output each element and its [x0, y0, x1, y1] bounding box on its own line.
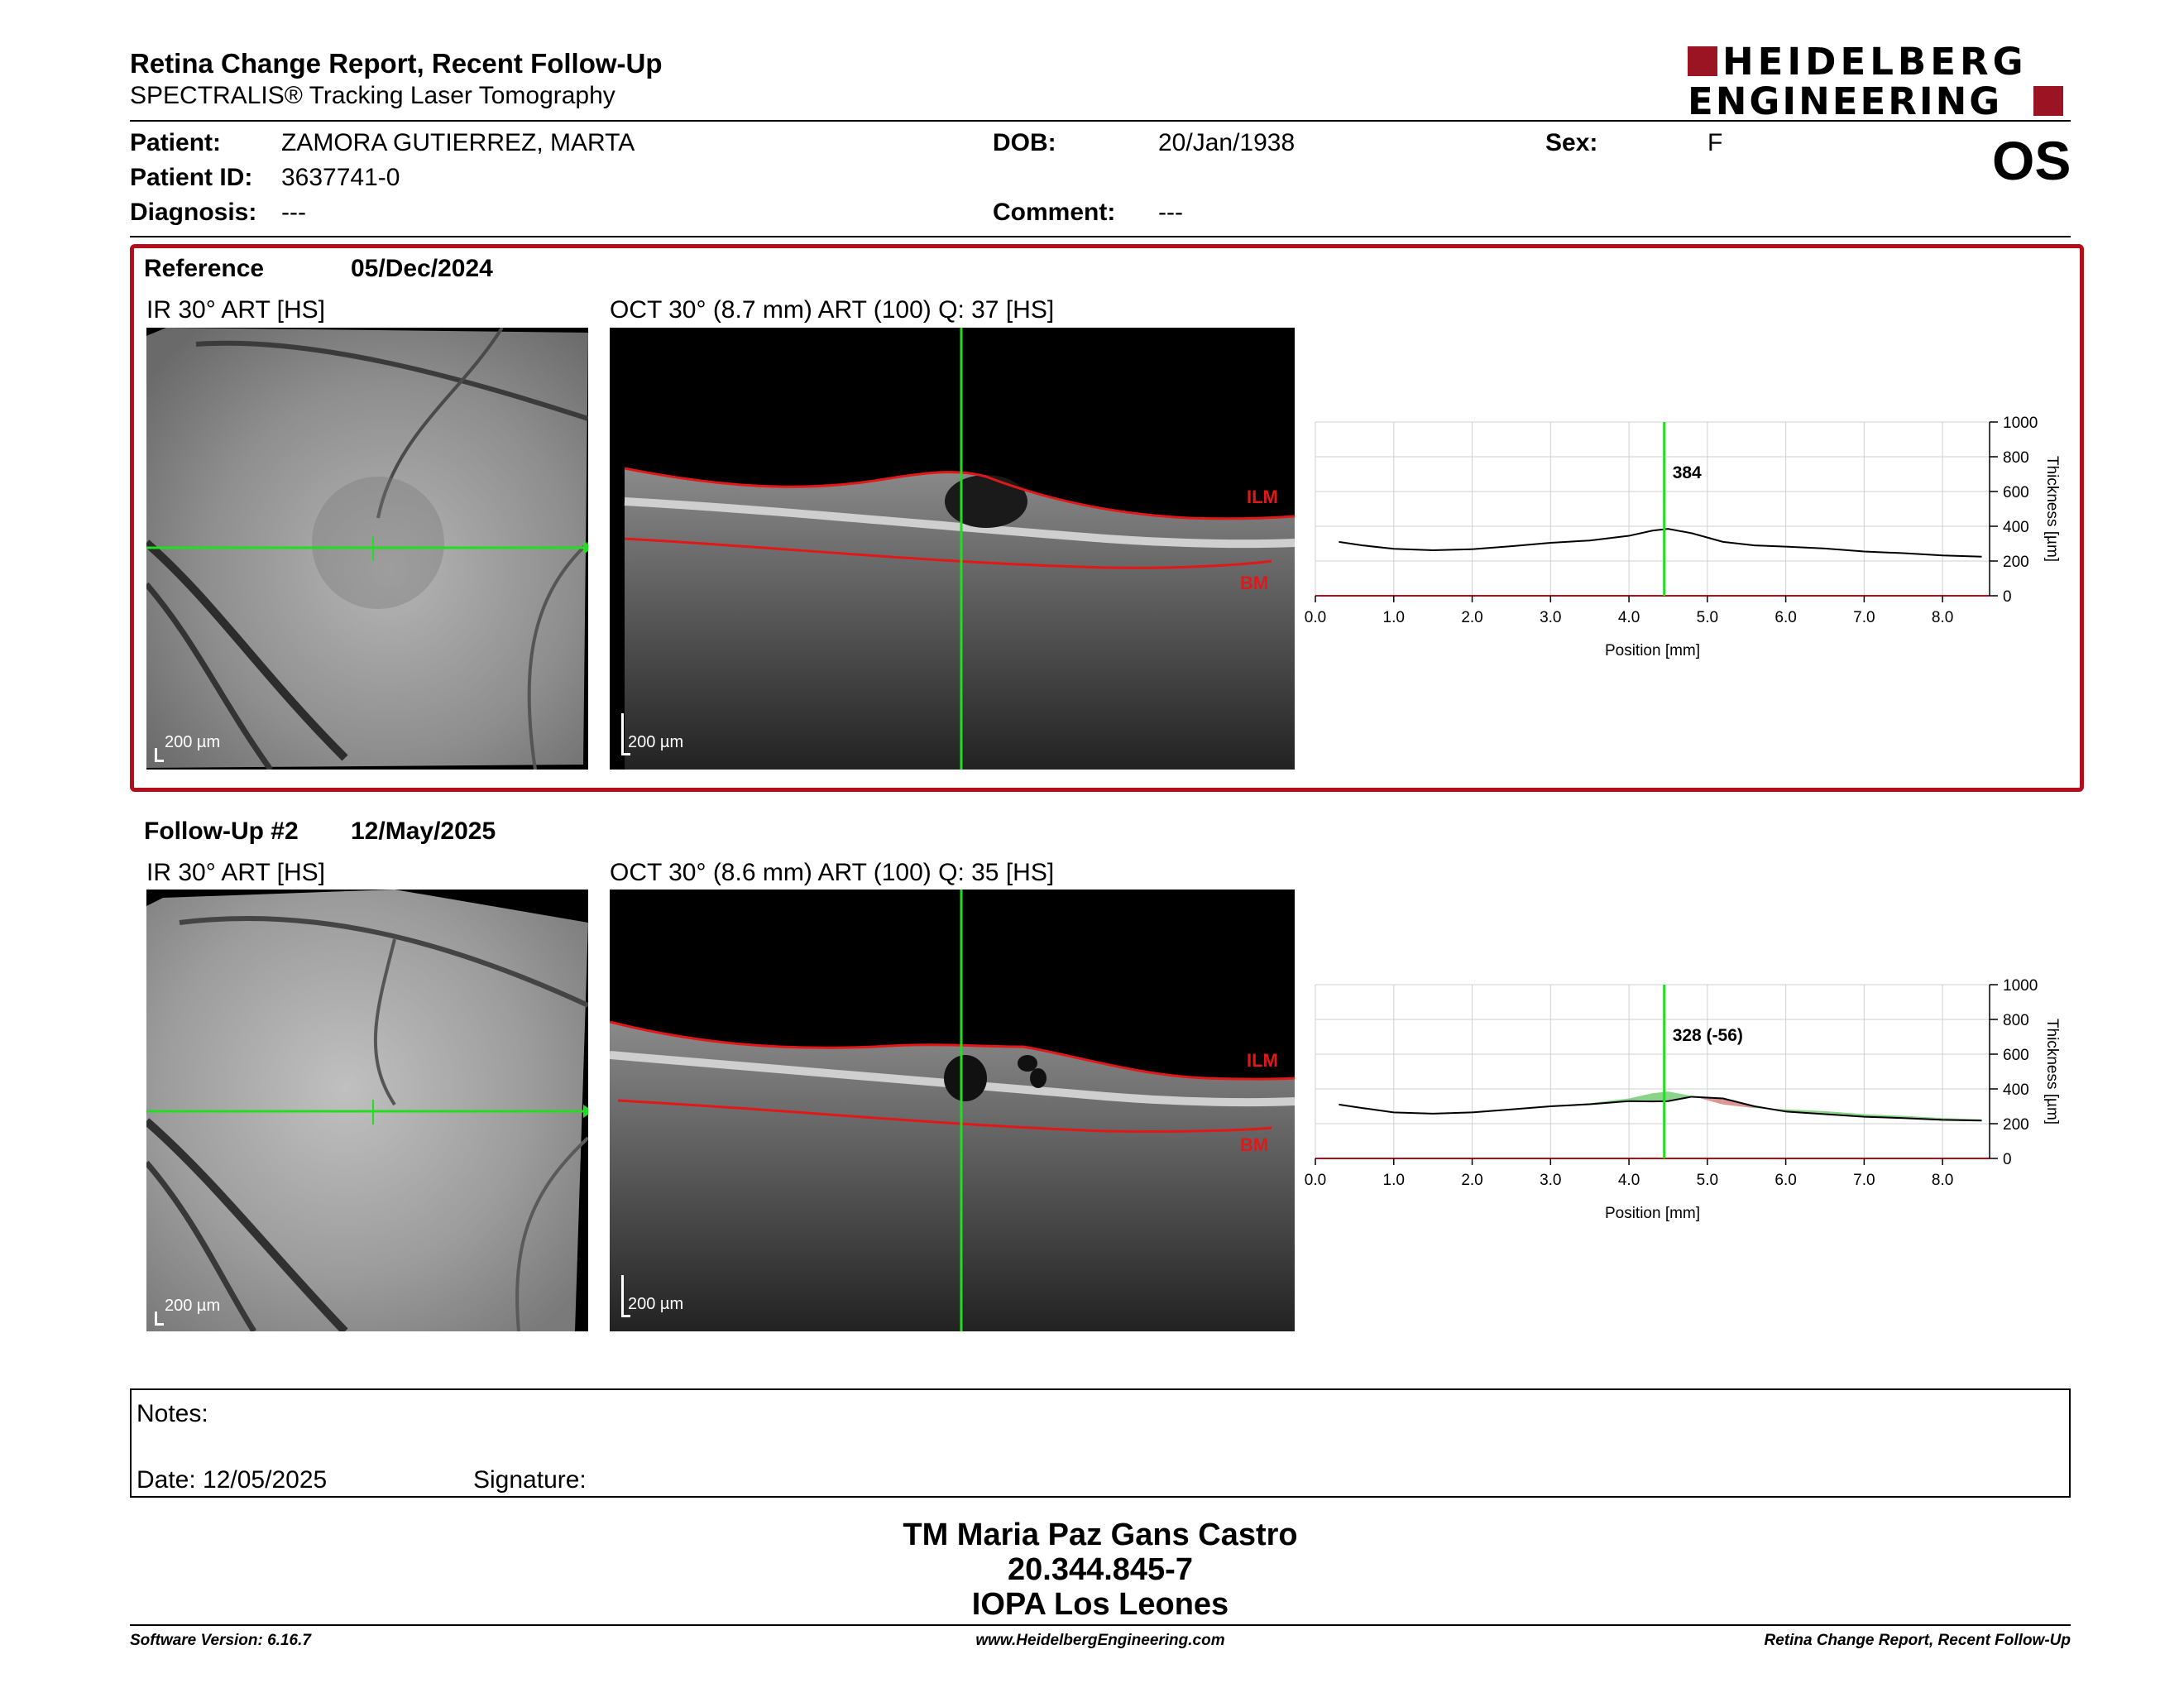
header-rule	[130, 120, 2071, 122]
exam-label: Reference	[144, 255, 265, 282]
thickness-chart: 0 200 400 600 800 1000 0.0 1.0 2.0 3.0 4.0 5.0 6.0 7.…	[1305, 415, 2061, 659]
notes-box[interactable]	[130, 1388, 2071, 1498]
oct-bscan-drawing	[610, 890, 1295, 1331]
ir-fundus-image[interactable]: 200 µm	[146, 328, 588, 770]
difference-area	[1629, 1093, 1653, 1102]
x-axis-label: Position [mm]	[1605, 642, 1700, 659]
notes-date: Date: 12/05/2025	[136, 1466, 328, 1494]
x-tick-label: 5.0	[1697, 609, 1718, 626]
logo-square-bottom	[2033, 86, 2063, 116]
y-tick-label: 800	[2003, 449, 2029, 467]
x-tick-label: 7.0	[1853, 1172, 1875, 1189]
y-tick-label: 0	[2003, 1151, 2012, 1168]
cursor-value-label: 384	[1673, 463, 1702, 482]
signature-label: Signature:	[473, 1466, 587, 1494]
x-tick-label: 6.0	[1774, 1172, 1796, 1189]
website-link[interactable]: www.HeidelbergEngineering.com	[975, 1632, 1225, 1649]
logo-line-1: HEIDELBERG	[1722, 40, 2028, 84]
report-title: Retina Change Report, Recent Follow-Up	[130, 48, 663, 79]
y-tick-label: 600	[2003, 1047, 2029, 1064]
oct-title: OCT 30° (8.7 mm) ART (100) Q: 37 [HS]	[610, 296, 1055, 324]
scan-line-overlay	[146, 536, 588, 561]
y-axis-label: Thickness [µm]	[2043, 1019, 2061, 1125]
oct-bscan-image[interactable]: ILM BM 200 µm	[610, 328, 1295, 770]
report-subtitle: SPECTRALIS® Tracking Laser Tomography	[130, 82, 615, 109]
y-tick-label: 600	[2003, 484, 2029, 501]
stamp: TM Maria Paz Gans Castro 20.344.845-7 IO…	[0, 1518, 2184, 1622]
x-tick-label: 2.0	[1461, 1172, 1482, 1189]
y-tick-label: 800	[2003, 1012, 2029, 1029]
x-tick-label: 1.0	[1383, 609, 1405, 626]
thickness-line	[1339, 1096, 1982, 1122]
x-tick-label: 0.0	[1305, 1172, 1326, 1189]
dob-value: 20/Jan/1938	[1158, 129, 1296, 156]
footer-report-title: Retina Change Report, Recent Follow-Up	[1764, 1632, 2071, 1649]
dob-label: DOB:	[993, 129, 1056, 156]
diagnosis-label: Diagnosis:	[130, 199, 257, 226]
heidelberg-logo: HEIDELBERG ENGINEERING	[1688, 40, 2068, 123]
ilm-label: ILM	[1247, 487, 1278, 507]
stamp-name: TM Maria Paz Gans Castro	[903, 1518, 1298, 1552]
x-tick-label: 2.0	[1461, 609, 1482, 626]
oct-bscan-image[interactable]: ILM BM 200 µm	[610, 890, 1295, 1331]
x-tick-label: 0.0	[1305, 609, 1326, 626]
y-tick-label: 200	[2003, 554, 2029, 571]
software-version: Software Version: 6.16.7	[130, 1632, 311, 1649]
sex-label: Sex:	[1545, 129, 1598, 156]
sex-value: F	[1707, 129, 1723, 156]
oct-bscan-drawing	[624, 328, 1295, 770]
x-tick-label: 3.0	[1540, 609, 1561, 626]
cursor-value-label: 328 (-56)	[1673, 1026, 1743, 1045]
y-tick-label: 0	[2003, 588, 2012, 606]
x-tick-label: 4.0	[1618, 609, 1640, 626]
stamp-institution: IOPA Los Leones	[971, 1587, 1229, 1622]
y-tick-label: 400	[2003, 1081, 2029, 1099]
ir-fundus-image[interactable]: 200 µm	[146, 890, 588, 1331]
exam-date: 05/Dec/2024	[351, 255, 493, 282]
x-tick-label: 4.0	[1618, 1172, 1640, 1189]
x-tick-label: 5.0	[1697, 1172, 1718, 1189]
comment-label: Comment:	[993, 199, 1116, 226]
oct-title: OCT 30° (8.6 mm) ART (100) Q: 35 [HS]	[610, 859, 1055, 886]
notes-label: Notes:	[136, 1400, 208, 1427]
y-tick-label: 400	[2003, 519, 2029, 536]
patient-id-label: Patient ID:	[130, 164, 253, 191]
bm-label: BM	[1240, 1134, 1269, 1155]
footer-rule	[130, 1624, 2071, 1626]
logo-square-top	[1688, 46, 1717, 76]
comment-value: ---	[1158, 199, 1183, 226]
diagnosis-value: ---	[281, 199, 306, 226]
thickness-chart: 0 200 400 600 800 1000 0.0 1.0 2.0 3.0 4.0 5.0 6.0 7.…	[1305, 977, 2061, 1222]
ilm-label: ILM	[1247, 1050, 1278, 1071]
exam-date: 12/May/2025	[351, 818, 496, 845]
y-tick-label: 1000	[2003, 977, 2038, 995]
x-tick-label: 8.0	[1932, 1172, 1953, 1189]
x-axis-label: Position [mm]	[1605, 1205, 1700, 1222]
x-tick-label: 8.0	[1932, 609, 1953, 626]
difference-area	[1652, 1091, 1669, 1102]
difference-area	[1668, 1091, 1692, 1101]
patient-id: 3637741-0	[281, 164, 400, 191]
reference-frame	[130, 244, 2084, 792]
x-tick-label: 1.0	[1383, 1172, 1405, 1189]
y-tick-label: 200	[2003, 1116, 2029, 1134]
exam-label: Follow-Up #2	[144, 818, 299, 845]
logo-line-2: ENGINEERING	[1688, 79, 2003, 123]
stamp-id: 20.344.845-7	[1008, 1552, 1193, 1587]
ir-title: IR 30° ART [HS]	[146, 296, 325, 324]
y-tick-label: 1000	[2003, 415, 2038, 432]
x-tick-label: 7.0	[1853, 609, 1875, 626]
patient-label: Patient:	[130, 129, 222, 156]
scan-line-overlay	[146, 1100, 588, 1125]
thickness-line	[1339, 528, 1982, 558]
patient-rule	[130, 236, 2071, 237]
y-axis-label: Thickness [µm]	[2043, 456, 2061, 562]
x-tick-label: 3.0	[1540, 1172, 1561, 1189]
patient-name: ZAMORA GUTIERREZ, MARTA	[281, 129, 635, 156]
eye-label: OS	[1992, 130, 2071, 191]
bm-label: BM	[1240, 573, 1269, 593]
ir-title: IR 30° ART [HS]	[146, 859, 325, 886]
x-tick-label: 6.0	[1774, 609, 1796, 626]
